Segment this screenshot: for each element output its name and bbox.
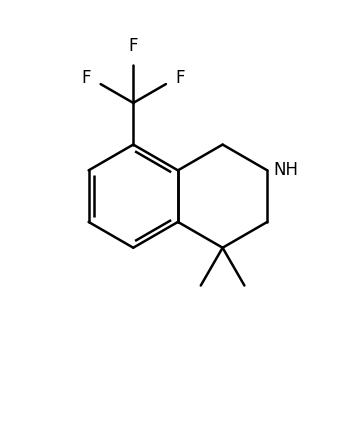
Text: NH: NH: [273, 161, 298, 179]
Text: F: F: [176, 69, 185, 87]
Text: F: F: [81, 69, 91, 87]
Text: F: F: [129, 37, 138, 55]
